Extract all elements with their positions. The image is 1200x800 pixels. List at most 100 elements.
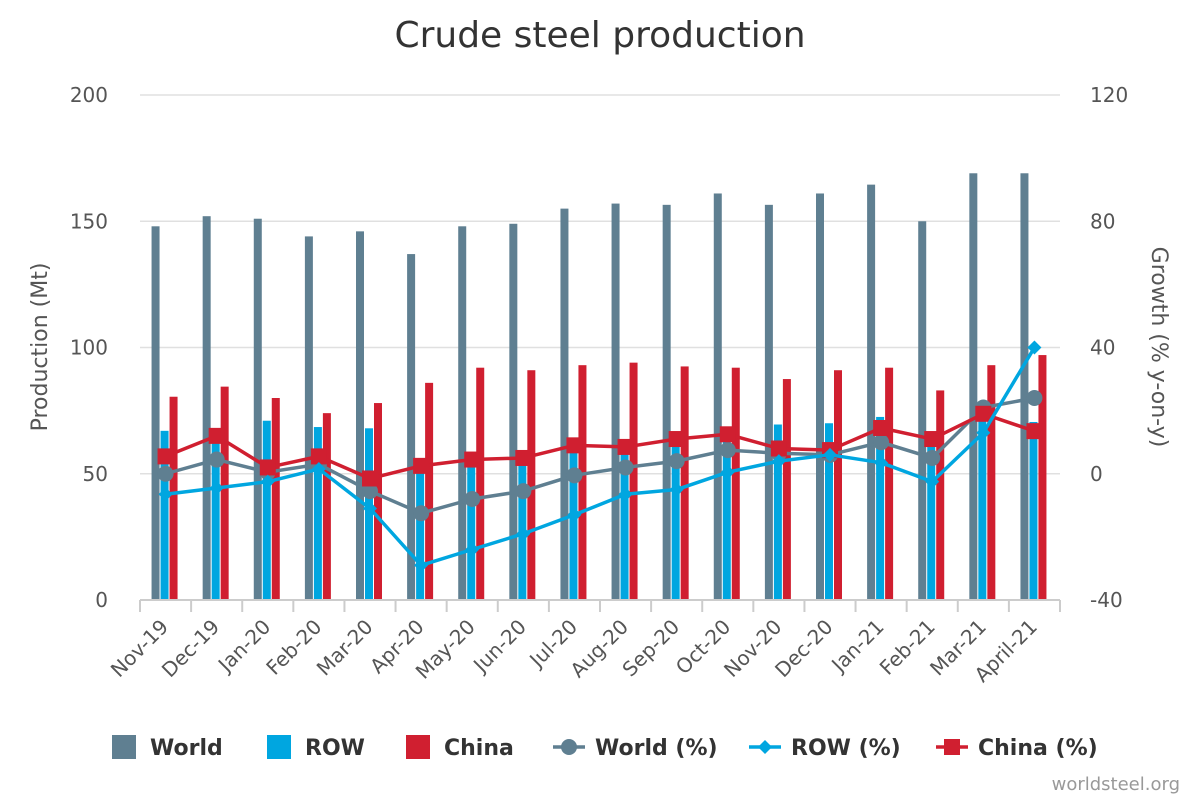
bar-row: [978, 413, 987, 600]
y-right-tick: 40: [1090, 336, 1115, 360]
x-tick-label: Feb-20: [261, 615, 326, 680]
bar-world: [969, 173, 978, 600]
bar-world: [356, 231, 364, 600]
bar-row: [211, 433, 220, 600]
bar-world: [918, 221, 927, 600]
point-world-pct: [515, 483, 532, 500]
bar-row: [160, 430, 169, 600]
point-china-pct: [924, 431, 941, 448]
point-china-pct: [566, 437, 583, 454]
point-row-pct: [465, 542, 480, 557]
point-china-pct: [515, 449, 532, 466]
x-tick-label: Aug-20: [565, 615, 633, 683]
point-world-pct: [924, 449, 941, 466]
point-world-pct: [362, 483, 378, 500]
bar-row: [262, 420, 271, 600]
point-row-pct: [414, 558, 429, 573]
point-china-pct: [617, 438, 634, 455]
point-world-pct: [668, 453, 685, 470]
line-row-pct: [165, 346, 1036, 568]
point-row-pct: [874, 455, 889, 470]
y-right-tick: 80: [1090, 209, 1115, 233]
bar-world: [816, 193, 824, 600]
point-world-pct: [157, 465, 174, 482]
y-right-axis-title: Growth (% y-on-y): [1146, 247, 1171, 448]
bar-row: [518, 453, 527, 600]
y-right-tick: 120: [1090, 83, 1128, 107]
bar-world: [253, 218, 262, 600]
bar-world: [662, 204, 671, 600]
point-china-pct: [1026, 423, 1043, 440]
bar-china: [578, 365, 587, 600]
bar-world: [458, 226, 467, 601]
point-row-pct: [720, 465, 735, 480]
bar-world: [611, 203, 620, 600]
legend-label-row: ROW: [305, 736, 365, 761]
point-china-pct: [362, 470, 378, 487]
point-world-pct: [208, 451, 225, 468]
bar-china: [885, 367, 894, 600]
bar-china: [271, 398, 280, 600]
legend-marker-china-pct: [944, 739, 960, 755]
bar-china: [834, 370, 842, 600]
legend-marker-world-pct: [561, 739, 577, 755]
bar-world: [202, 216, 211, 600]
point-china-pct: [310, 448, 327, 465]
bar-row: [620, 443, 629, 600]
point-china-pct: [259, 459, 276, 476]
bar-row: [467, 461, 476, 600]
bar-world: [764, 204, 773, 600]
point-row-pct: [771, 454, 786, 469]
line-china-pct: [164, 412, 1036, 481]
bar-world: [407, 254, 416, 600]
bar-world: [713, 193, 722, 600]
bar-row: [416, 471, 425, 600]
bar-row: [569, 445, 578, 600]
line-world-pct: [165, 396, 1035, 515]
bar-world: [151, 226, 160, 601]
y-left-axis-title: Production (Mt): [28, 263, 53, 432]
bar-world: [304, 236, 313, 600]
bar-row: [773, 424, 782, 600]
y-left-tick: 150: [70, 209, 108, 233]
legend-swatch-china: [406, 735, 430, 759]
point-china-pct: [413, 457, 430, 474]
y-left-tick: 200: [70, 83, 108, 107]
x-tick-label: Sep-20: [617, 615, 684, 682]
point-row-pct: [363, 501, 377, 516]
legend-label-world-pct: World (%): [595, 736, 718, 761]
bar-row: [671, 440, 680, 600]
bar-world: [1020, 173, 1029, 600]
bar-china: [1038, 355, 1047, 600]
x-tick-label: Dec-20: [770, 615, 837, 682]
point-row-pct: [976, 425, 991, 440]
point-row-pct: [823, 447, 837, 462]
legend-label-china: China: [444, 736, 514, 761]
bar-row: [927, 433, 936, 600]
bar-row: [876, 416, 885, 600]
y-right-tick: -40: [1090, 588, 1123, 612]
bar-china: [425, 382, 434, 600]
point-row-pct: [567, 507, 582, 522]
point-world-pct: [1026, 390, 1043, 406]
point-row-pct: [1027, 340, 1042, 355]
bar-row: [722, 430, 731, 600]
legend-label-row-pct: ROW (%): [791, 736, 901, 761]
bar-china: [629, 362, 638, 600]
bar-china: [374, 403, 382, 600]
point-row-pct: [260, 474, 275, 489]
y-left-tick: 100: [70, 336, 108, 360]
legend-swatch-row: [267, 735, 291, 759]
point-china-pct: [719, 426, 736, 443]
point-row-pct: [311, 462, 326, 477]
credit-text: worldsteel.org: [1052, 774, 1180, 795]
point-china-pct: [208, 427, 225, 444]
x-tick-label: Jun-20: [467, 615, 531, 679]
chart-title: Crude steel production: [394, 15, 805, 56]
bar-world: [867, 184, 876, 600]
legend-swatch-world: [112, 735, 136, 759]
bar-world: [509, 223, 518, 600]
bar-china: [731, 367, 740, 600]
x-tick-label: Dec-19: [157, 615, 224, 682]
